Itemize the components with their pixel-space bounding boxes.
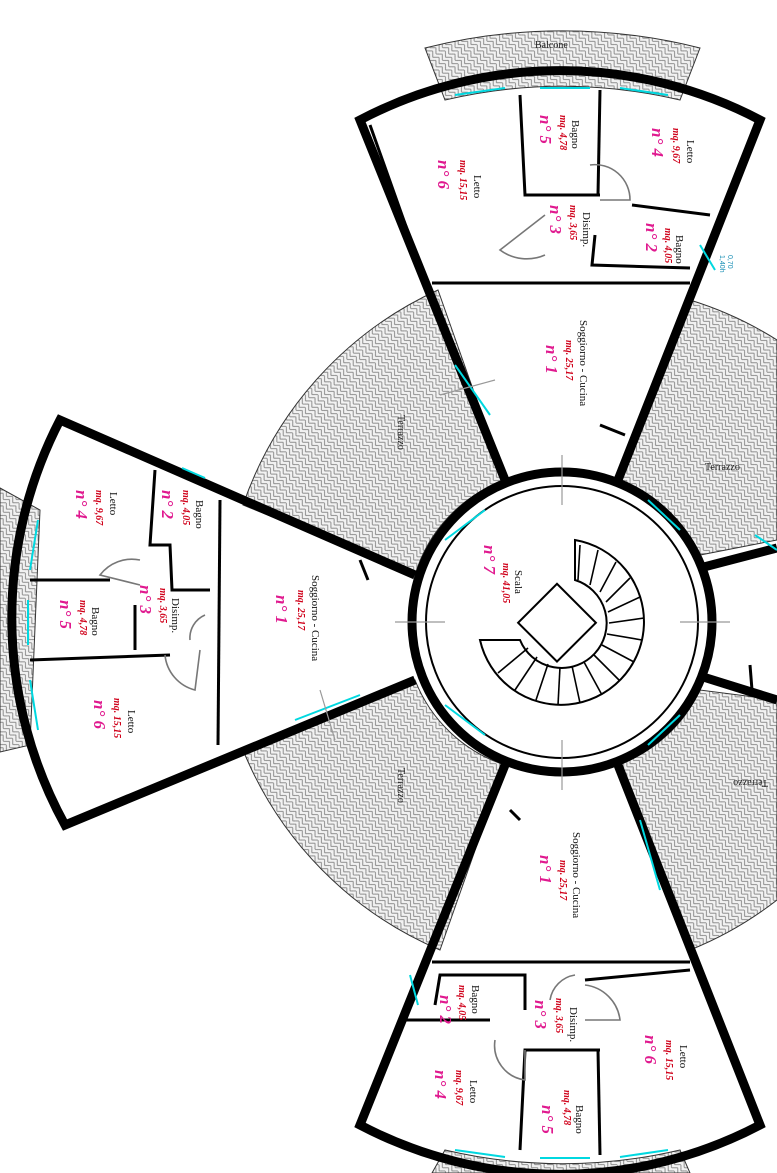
room-area: mq. 25,17 [295,590,306,631]
terrace-top-left [242,289,506,576]
top-room-n4: Letto mq. 9,67 n° 4 [648,128,696,164]
top-room-n6: Letto mq. 15,15 n° 6 [434,160,483,200]
balcony-top [424,30,701,101]
top-room-n3: Disimp. mq. 3,65 n° 3 [546,205,592,247]
room-name: Letto [125,710,137,734]
room-area: mq. 25,17 [563,340,574,381]
room-area: mq. 3,65 [567,205,578,240]
left-room-n5: Bagno mq. 4,78 n° 5 [56,600,101,636]
room-area: mq. 9,67 [93,490,104,526]
left-room-n6: Letto mq. 15,15 n° 6 [90,698,137,738]
top-room-n5: Bagno mq. 4,78 n° 5 [536,115,581,150]
room-number: n° 6 [90,700,109,730]
room-number: n° 6 [641,1035,660,1065]
room-name: Letto [107,492,119,516]
room-name: Disimp. [169,598,181,633]
room-name: Letto [677,1045,689,1069]
room-area: mq. 25,17 [557,860,568,901]
room-area: mq. 15,15 [111,698,122,738]
room-number: n° 1 [536,855,555,884]
terrace-label-right-bottom: Terrazzo [733,777,768,788]
bottom-room-n1: Soggiorno - Cucina mq. 25,17 n° 1 [536,832,582,918]
top-room-n2: Bagno mq. 4,05 n° 2 [642,223,685,264]
room-number: n° 3 [136,585,155,615]
spiral-stair [478,538,645,706]
room-number: n° 5 [536,115,555,145]
stair-landing [516,582,598,664]
top-room-n1: Soggiorno - Cucina mq. 25,17 n° 1 [542,320,589,406]
room-name: Letto [471,175,483,199]
room-number: n° 2 [436,995,455,1025]
unit-right-partial [698,534,777,705]
room-area: mq. 9,67 [453,1070,464,1106]
room-name: Disimp. [567,1007,579,1042]
stair-hall: Scala mq. 41,05 n° 7 [395,455,730,790]
room-area: mq. 15,15 [663,1040,674,1080]
left-windows [27,467,486,741]
balcony-label: Balcone [535,40,568,51]
room-number: n° 4 [648,128,667,157]
room-name: Bagno [193,500,205,529]
room-number: n° 6 [434,160,453,190]
room-name: Letto [467,1080,479,1104]
stair-area: mq. 41,05 [500,563,511,603]
room-name: Disimp. [580,212,592,247]
bottom-windows [409,714,681,1159]
room-name: Bagno [569,120,581,149]
bottom-room-n3: Disimp. mq. 3,65 n° 3 [531,998,579,1042]
room-area: mq. 3,65 [157,588,168,623]
terrace-label-top-left: Terrazzo [395,415,406,450]
room-number: n° 1 [542,345,561,374]
room-area: mq. 4,78 [561,1090,572,1125]
room-number: n° 2 [642,223,661,253]
room-name: Soggiorno - Cucina [309,575,321,661]
window-label-2: 1,40h [718,255,725,273]
room-area: mq. 3,65 [553,998,564,1033]
room-number: n° 3 [546,205,565,235]
left-room-n4: Letto mq. 9,67 n° 4 [72,490,119,526]
left-room-n1: Soggiorno - Cucina mq. 25,17 n° 1 [272,575,321,661]
stair-number: n° 7 [480,545,499,576]
unit-bottom: Soggiorno - Cucina mq. 25,17 n° 1 Bagno … [354,714,766,1173]
room-number: n° 5 [56,600,75,630]
bottom-room-n2: Bagno mq. 4,05 n° 2 [436,985,481,1025]
room-name: Bagno [673,235,685,264]
top-windows [439,87,716,531]
room-number: n° 3 [531,1000,550,1030]
room-area: mq. 4,78 [557,115,568,150]
left-room-n3: Disimp. mq. 3,65 n° 3 [136,585,181,633]
left-room-n2: Bagno mq. 4,05 n° 2 [158,490,205,529]
unit-left: Soggiorno - Cucina mq. 25,17 n° 1 Bagno … [7,414,486,831]
room-name: Letto [684,140,696,164]
room-number: n° 1 [272,595,291,624]
stair-name: Scala [512,570,524,594]
room-number: n° 4 [72,490,91,519]
room-number: n° 5 [538,1105,557,1135]
room-area: mq. 4,05 [662,228,673,263]
terrace-left-bottom [242,679,506,951]
window-label-1: 0,70 [726,255,733,269]
bottom-room-n5: Bagno mq. 4,78 n° 5 [538,1090,585,1135]
room-name: Bagno [89,607,101,636]
unit-top: 0,70 1,40h Balcone Soggiorno - Cucina mq… [354,40,766,531]
bottom-room-n6: Letto mq. 15,15 n° 6 [641,1035,689,1080]
room-number: n° 2 [158,490,177,520]
room-number: n° 4 [431,1070,450,1099]
room-area: mq. 4,78 [77,600,88,635]
room-name: Soggiorno - Cucina [577,320,589,406]
bottom-room-n4: Letto mq. 9,67 n° 4 [431,1070,479,1106]
room-name: Bagno [469,985,481,1014]
room-area: mq. 15,15 [457,160,468,200]
room-area: mq. 4,05 [456,985,467,1020]
stair-treads [497,544,645,706]
terrace-label-left-bottom: Terrazzo [395,768,406,803]
terrace-label-right-top: Terrazzo [705,462,740,473]
room-area: mq. 9,67 [670,128,681,164]
room-name: Soggiorno - Cucina [570,832,582,918]
room-name: Bagno [573,1105,585,1134]
room-area: mq. 4,05 [180,490,191,525]
